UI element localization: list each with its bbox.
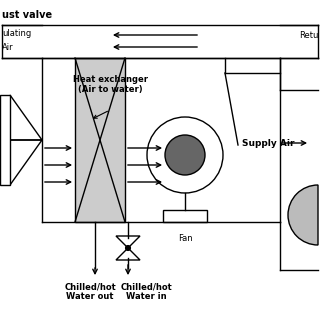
Circle shape (147, 117, 223, 193)
Text: ust valve: ust valve (2, 10, 52, 20)
Text: Supply Air: Supply Air (242, 139, 294, 148)
Text: ulating: ulating (2, 28, 31, 37)
Wedge shape (288, 185, 318, 245)
Bar (163, 210, 207, 222)
Text: Chilled/hot
Water out: Chilled/hot Water out (64, 282, 116, 301)
Circle shape (125, 245, 131, 251)
Circle shape (165, 135, 205, 175)
Text: Air: Air (2, 43, 14, 52)
Text: Heat exchanger
(Air to water): Heat exchanger (Air to water) (73, 75, 148, 94)
Text: Fan: Fan (178, 234, 192, 243)
Bar (0, 95, 10, 185)
Text: Retu: Retu (299, 30, 318, 39)
Bar (75, 58, 125, 222)
Text: Chilled/hot
Water in: Chilled/hot Water in (120, 282, 172, 301)
